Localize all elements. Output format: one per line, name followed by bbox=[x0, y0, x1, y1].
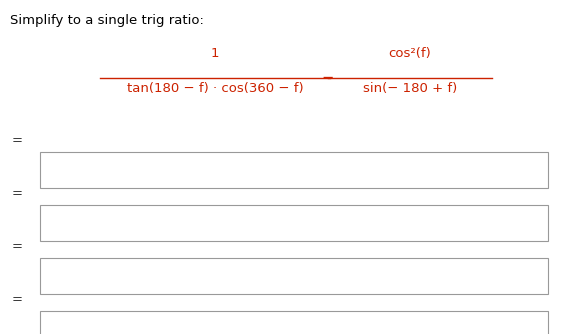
Text: =: = bbox=[12, 134, 23, 147]
Bar bbox=[40, 258, 548, 294]
Bar bbox=[40, 205, 548, 241]
Text: tan(180 − f) · cos(360 − f): tan(180 − f) · cos(360 − f) bbox=[127, 82, 303, 95]
Text: =: = bbox=[12, 187, 23, 200]
Bar bbox=[40, 152, 548, 188]
Text: =: = bbox=[12, 293, 23, 306]
Text: =: = bbox=[12, 240, 23, 253]
Text: 1: 1 bbox=[211, 47, 219, 60]
Text: sin(− 180 + f): sin(− 180 + f) bbox=[363, 82, 457, 95]
Bar bbox=[40, 311, 548, 334]
Text: Simplify to a single trig ratio:: Simplify to a single trig ratio: bbox=[10, 14, 204, 27]
Text: −: − bbox=[321, 70, 334, 86]
Text: cos²(f): cos²(f) bbox=[388, 47, 431, 60]
